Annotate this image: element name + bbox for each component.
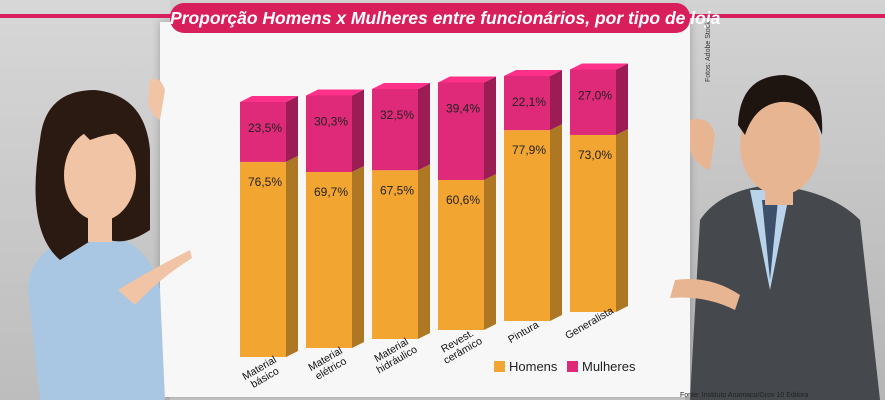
category-label-line: Pintura	[506, 319, 541, 346]
bar-side-homens	[616, 128, 628, 312]
bar-side-homens	[550, 124, 562, 322]
bar-mulheres	[372, 89, 418, 171]
bar-top	[240, 96, 298, 102]
bar-side-mulheres	[418, 83, 430, 171]
data-label-homens: 67,5%	[380, 183, 414, 197]
bar-side-homens	[484, 174, 496, 330]
bar-top	[306, 89, 364, 96]
bar-homens	[570, 134, 616, 312]
bar-homens	[438, 180, 484, 330]
legend-label-mulheres: Mulheres	[582, 359, 636, 374]
bar-side-homens	[286, 155, 298, 357]
legend-swatch-mulheres	[567, 361, 578, 372]
bar-top	[438, 76, 496, 83]
bar-side-homens	[352, 166, 364, 348]
bar-mulheres	[306, 95, 352, 173]
data-label-mulheres: 30,3%	[314, 115, 348, 129]
bar-homens	[306, 172, 352, 348]
chart-title: Proporção Homens x Mulheres entre funcio…	[170, 3, 720, 33]
data-label-homens: 77,9%	[512, 143, 546, 157]
bar-homens	[504, 130, 550, 321]
bar-top	[570, 63, 628, 70]
category-label: Materialelétrico	[306, 345, 350, 384]
bar-side-mulheres	[616, 63, 628, 135]
bar-side-mulheres	[352, 89, 364, 173]
category-label: Revest.cerâmico	[436, 325, 485, 366]
source-credit: Fonte: Instituto Anamaco/Grov 10 Editora	[680, 392, 809, 399]
woman-photo	[28, 78, 192, 400]
bar-top	[504, 70, 562, 76]
bar-side-mulheres	[286, 96, 298, 162]
legend-label-homens: Homens	[509, 359, 558, 374]
data-label-homens: 69,7%	[314, 185, 348, 199]
data-label-mulheres: 39,4%	[446, 102, 480, 116]
man-photo	[670, 75, 880, 400]
category-label: Materialhidráulico	[369, 334, 420, 376]
bar-mulheres	[438, 82, 484, 181]
category-label: Pintura	[506, 319, 541, 346]
data-label-mulheres: 32,5%	[380, 108, 414, 122]
data-label-homens: 76,5%	[248, 175, 282, 189]
bar-top	[372, 83, 430, 89]
data-label-mulheres: 27,0%	[578, 89, 612, 103]
data-label-mulheres: 23,5%	[248, 121, 282, 135]
bar-mulheres	[570, 69, 616, 135]
bar-homens	[240, 161, 286, 357]
bar-mulheres	[240, 102, 286, 162]
category-label: Materialbásico	[240, 354, 284, 393]
data-label-mulheres: 22,1%	[512, 95, 546, 109]
legend-swatch-homens	[494, 361, 505, 372]
data-label-homens: 60,6%	[446, 193, 480, 207]
bar-mulheres	[504, 76, 550, 131]
bar-homens	[372, 170, 418, 339]
data-label-homens: 73,0%	[578, 148, 612, 162]
bar-side-homens	[418, 164, 430, 339]
bar-side-mulheres	[484, 76, 496, 181]
bar-side-mulheres	[550, 70, 562, 131]
